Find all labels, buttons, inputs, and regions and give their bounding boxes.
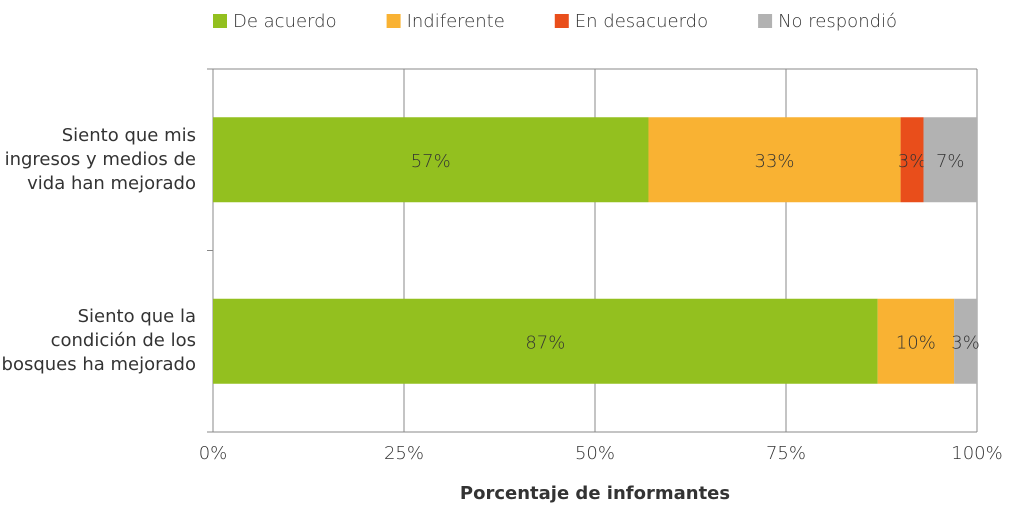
data-label: 87% [525, 332, 565, 353]
legend-swatch [386, 14, 401, 28]
legend-swatch [554, 14, 569, 28]
bar-segment [877, 298, 955, 384]
x-axis-label: Porcentaje de informantes [460, 483, 730, 504]
data-label: 10% [896, 332, 936, 353]
data-label: 57% [411, 151, 451, 172]
data-label: 33% [755, 151, 795, 172]
legend-label: No respondió [778, 11, 897, 32]
x-tick-label: 25% [384, 443, 424, 464]
y-tick-label: Siento que mis ingresos y medios de vida… [4, 124, 196, 194]
bar-segment [213, 117, 649, 203]
y-tick-label: Siento que la condición de los bosques h… [1, 306, 196, 376]
x-tick-label: 0% [199, 443, 228, 464]
bar-segment [923, 117, 977, 203]
x-tick-label: 100% [951, 443, 1002, 464]
legend-label: En desacuerdo [575, 11, 708, 32]
legend-label: De acuerdo [233, 11, 337, 32]
legend-label: Indiferente [407, 11, 505, 32]
legend-swatch [213, 14, 227, 28]
data-label: 3% [951, 332, 980, 353]
data-label: 7% [936, 151, 965, 172]
data-label: 3% [898, 151, 927, 172]
bar-segment [648, 117, 901, 203]
x-tick-label: 50% [575, 443, 615, 464]
bar-segment [213, 298, 878, 384]
x-tick-label: 75% [766, 443, 806, 464]
bar-segment [900, 117, 924, 203]
bar-segment [954, 298, 977, 384]
legend-swatch [758, 14, 773, 28]
